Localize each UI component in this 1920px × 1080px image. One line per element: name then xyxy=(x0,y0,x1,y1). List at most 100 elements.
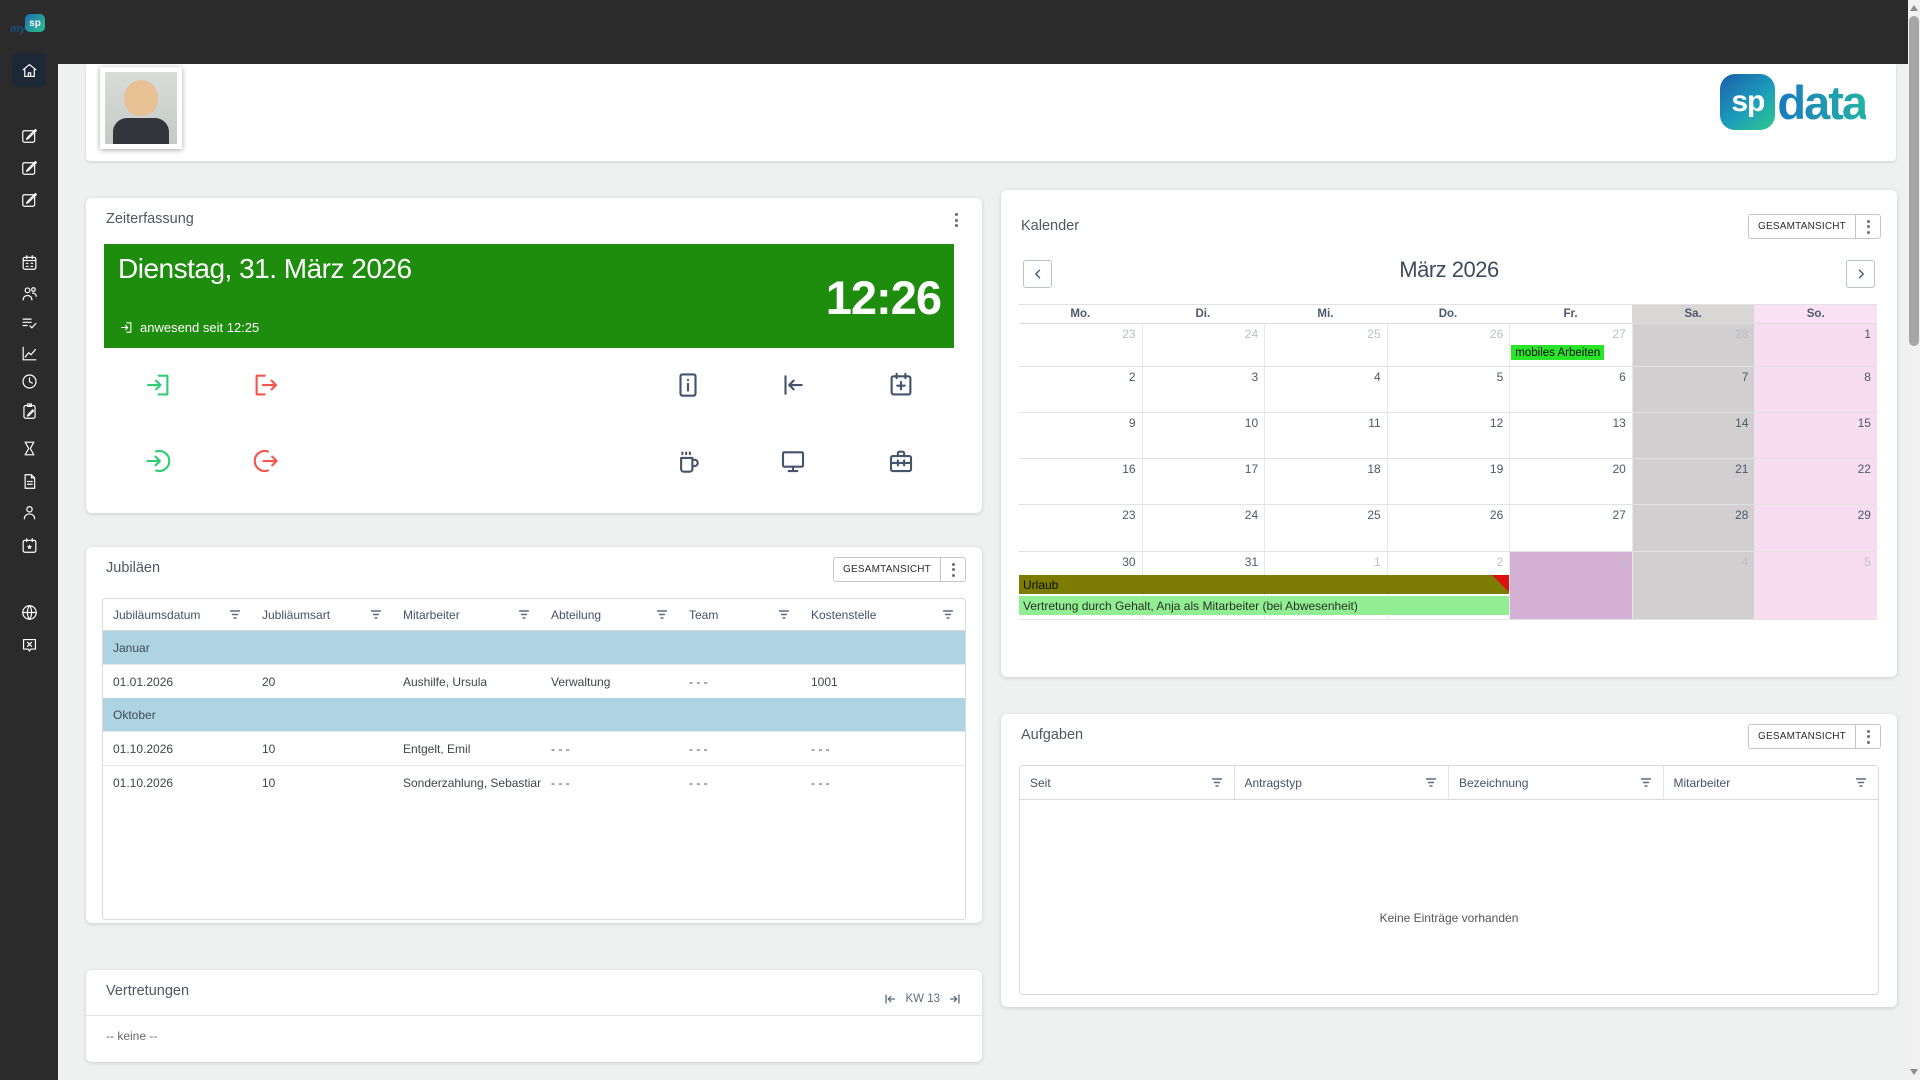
sidebar-item-person[interactable] xyxy=(0,497,58,527)
clock-out-button[interactable] xyxy=(251,370,281,400)
zeiterfassung-menu-button[interactable] xyxy=(948,212,964,228)
calendar-day[interactable]: 28 xyxy=(1631,505,1755,551)
calendar-day[interactable]: 23 xyxy=(1122,508,1136,522)
calendar-day-selected[interactable]: 3 xyxy=(1509,552,1632,619)
calendar-day[interactable]: 25 xyxy=(1264,505,1387,551)
filter-icon[interactable] xyxy=(228,608,242,621)
table-row[interactable]: 01.10.2026 10 Entgelt, Emil - - - - - - … xyxy=(103,731,965,765)
calendar-day[interactable]: 27 mobiles Arbeiten xyxy=(1509,324,1632,366)
table-row[interactable]: 01.10.2026 10 Sonderzahlung, Sebastian..… xyxy=(103,765,965,799)
calendar-day[interactable]: 13 xyxy=(1509,413,1632,458)
calendar-day[interactable]: 14 xyxy=(1631,413,1755,458)
calendar-day[interactable]: 20 xyxy=(1509,459,1632,504)
calendar-day[interactable]: 24 xyxy=(1141,324,1265,366)
clock-icon xyxy=(21,373,37,389)
calendar-day[interactable]: 8 xyxy=(1754,367,1877,412)
filter-icon[interactable] xyxy=(1210,776,1224,789)
page-scrollbar[interactable] xyxy=(1908,0,1920,1080)
break-button[interactable] xyxy=(673,446,703,476)
jubilaeen-menu-button[interactable] xyxy=(941,558,965,581)
sidebar-item-chart[interactable] xyxy=(0,338,58,368)
next-month-button[interactable] xyxy=(1846,260,1875,288)
kalender-overview-button[interactable]: GESAMTANSICHT xyxy=(1749,215,1856,238)
clock-out-alt-button[interactable] xyxy=(251,446,281,476)
calendar-day[interactable]: 16 xyxy=(1122,462,1136,476)
sidebar-item-entry-2[interactable] xyxy=(0,152,58,182)
sidebar-item-entry-3[interactable] xyxy=(0,184,58,214)
event-urlaub[interactable]: Urlaub xyxy=(1019,575,1510,594)
clock-in-alt-button[interactable] xyxy=(143,446,173,476)
info-button[interactable] xyxy=(673,370,703,400)
filter-icon[interactable] xyxy=(369,608,383,621)
calendar-day[interactable]: 7 xyxy=(1631,367,1755,412)
sidebar-item-task-list[interactable] xyxy=(0,308,58,338)
calendar-day[interactable]: 24 xyxy=(1141,505,1265,551)
calendar-day[interactable]: 11 xyxy=(1264,413,1387,458)
aufgaben-menu-button[interactable] xyxy=(1856,725,1880,748)
sidebar-item-clipboard[interactable] xyxy=(0,396,58,426)
clock-in-button[interactable] xyxy=(143,370,173,400)
week-next-icon[interactable] xyxy=(948,992,962,1006)
kalender-actions: GESAMTANSICHT xyxy=(1748,214,1881,239)
calendar-day[interactable]: 12 xyxy=(1386,413,1510,458)
calendar-day[interactable]: 4 xyxy=(1631,552,1755,619)
event-vertretung[interactable]: Vertretung durch Gehalt, Anja als Mitarb… xyxy=(1019,596,1510,615)
group-row-januar[interactable]: Januar xyxy=(103,631,965,664)
calendar-day[interactable]: 30 xyxy=(1122,555,1136,569)
sidebar-item-clock[interactable] xyxy=(0,366,58,396)
sidebar-item-team[interactable] xyxy=(0,278,58,308)
calendar-day[interactable]: 2 xyxy=(1128,370,1136,384)
event-mobiles-arbeiten[interactable]: mobiles Arbeiten xyxy=(1511,345,1605,360)
calendar-day[interactable]: 3 xyxy=(1141,367,1265,412)
scroll-up-arrow[interactable] xyxy=(1910,5,1918,11)
calendar-day[interactable]: 10 xyxy=(1141,413,1265,458)
filter-icon[interactable] xyxy=(1639,776,1653,789)
sidebar-item-home[interactable] xyxy=(12,53,46,87)
scrollbar-thumb[interactable] xyxy=(1909,16,1919,346)
calendar-day[interactable]: 28 xyxy=(1631,324,1755,366)
filter-icon[interactable] xyxy=(655,608,669,621)
calendar-day[interactable]: 5 xyxy=(1754,552,1877,619)
calendar-day[interactable]: 15 xyxy=(1754,413,1877,458)
calendar-day[interactable]: 9 xyxy=(1128,416,1136,430)
calendar-day[interactable]: 19 xyxy=(1386,459,1510,504)
sidebar-item-globe[interactable] xyxy=(0,597,58,627)
sidebar-item-hourglass[interactable] xyxy=(0,433,58,463)
calendar-day[interactable]: 4 xyxy=(1264,367,1387,412)
calendar-day[interactable]: 22 xyxy=(1754,459,1877,504)
jubilaeen-overview-button[interactable]: GESAMTANSICHT xyxy=(834,558,941,581)
arrow-bar-left-button[interactable] xyxy=(778,370,808,400)
sidebar-item-document[interactable] xyxy=(0,466,58,496)
sidebar-item-entry-1[interactable] xyxy=(0,120,58,150)
calendar-day[interactable]: 26 xyxy=(1386,324,1510,366)
calendar-day[interactable]: 23 xyxy=(1122,327,1136,341)
filter-icon[interactable] xyxy=(1854,776,1868,789)
prev-month-button[interactable] xyxy=(1023,260,1052,288)
filter-icon[interactable] xyxy=(1424,776,1438,789)
sidebar-item-calendar[interactable] xyxy=(0,247,58,277)
scroll-down-arrow[interactable] xyxy=(1910,1069,1918,1075)
calendar-day[interactable]: 26 xyxy=(1386,505,1510,551)
aufgaben-overview-button[interactable]: GESAMTANSICHT xyxy=(1749,725,1856,748)
sidebar-item-calendar-event[interactable] xyxy=(0,530,58,560)
mobile-work-button[interactable] xyxy=(778,446,808,476)
calendar-day[interactable]: 27 xyxy=(1509,505,1632,551)
group-row-oktober[interactable]: Oktober xyxy=(103,698,965,731)
calendar-plus-button[interactable] xyxy=(886,370,916,400)
filter-icon[interactable] xyxy=(517,608,531,621)
calendar-day[interactable]: 29 xyxy=(1754,505,1877,551)
calendar-day[interactable]: 5 xyxy=(1386,367,1510,412)
filter-icon[interactable] xyxy=(777,608,791,621)
sidebar-item-feedback[interactable] xyxy=(0,630,58,660)
calendar-day[interactable]: 21 xyxy=(1631,459,1755,504)
calendar-day[interactable]: 1 xyxy=(1754,324,1877,366)
calendar-day[interactable]: 18 xyxy=(1264,459,1387,504)
table-row[interactable]: 01.01.2026 20 Aushilfe, Ursula Verwaltun… xyxy=(103,664,965,698)
calendar-day[interactable]: 25 xyxy=(1264,324,1387,366)
calendar-day[interactable]: 6 xyxy=(1509,367,1632,412)
calendar-day[interactable]: 17 xyxy=(1141,459,1265,504)
kalender-menu-button[interactable] xyxy=(1856,215,1880,238)
business-trip-button[interactable] xyxy=(886,446,916,476)
week-prev-icon[interactable] xyxy=(883,992,897,1006)
filter-icon[interactable] xyxy=(941,608,955,621)
